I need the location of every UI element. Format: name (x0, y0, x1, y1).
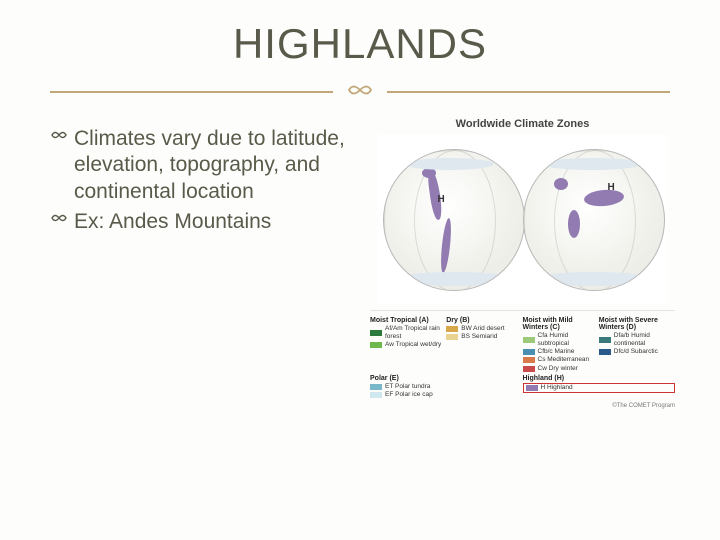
legend-swatch (599, 349, 611, 355)
legend-group-title: Moist with Mild Winters (C) (523, 317, 599, 331)
legend-item: Cfa Humid subtropical (523, 332, 599, 348)
legend-label: EF Polar ice cap (385, 391, 433, 399)
legend-swatch (526, 385, 538, 391)
legend-group-title: Polar (E) (370, 375, 523, 382)
legend-group-title: Moist Tropical (A) (370, 317, 446, 324)
map-label-h-west: H (438, 194, 445, 205)
legend-label: Dfc/d Subarctic (614, 348, 658, 356)
legend-swatch (523, 349, 535, 355)
legend-swatch (370, 342, 382, 348)
bullet-glyph-icon (50, 126, 68, 149)
legend-item: Dfa/b Humid continental (599, 332, 675, 348)
globe-west (383, 149, 525, 291)
rule-left (50, 91, 333, 93)
legend-item: Af/Am Tropical rain forest (370, 325, 446, 341)
legend: Moist Tropical (A)Af/Am Tropical rain fo… (370, 310, 675, 400)
legend-swatch (446, 326, 458, 332)
legend-label: Aw Tropical wet/dry (385, 341, 441, 349)
legend-group-title: Moist with Severe Winters (D) (599, 317, 675, 331)
bullet-item: Climates vary due to latitude, elevation… (50, 126, 350, 205)
legend-label: Dfa/b Humid continental (614, 332, 675, 348)
slide-title: HIGHLANDS (50, 20, 670, 68)
legend-item: Cw Dry winter (523, 365, 599, 373)
legend-label: Af/Am Tropical rain forest (385, 325, 446, 341)
legend-label: ET Polar tundra (385, 383, 430, 391)
bullet-list: Climates vary due to latitude, elevation… (50, 126, 370, 239)
bullet-glyph-icon (50, 209, 68, 232)
figure-title: Worldwide Climate Zones (456, 118, 590, 130)
legend-swatch (370, 392, 382, 398)
legend-item: H Highland (523, 383, 676, 393)
map-label-h-east: H (608, 182, 615, 193)
legend-label: H Highland (541, 384, 573, 392)
slide: HIGHLANDS Climates vary due to latitude,… (0, 0, 720, 540)
legend-item: Aw Tropical wet/dry (370, 341, 446, 349)
legend-label: Cfa Humid subtropical (538, 332, 599, 348)
legend-label: Cs Mediterranean (538, 356, 590, 364)
content-row: Climates vary due to latitude, elevation… (50, 126, 670, 409)
legend-group-title: Highland (H) (523, 375, 676, 382)
climate-figure: Worldwide Climate Zones (370, 118, 675, 409)
legend-label: Cfb/c Marine (538, 348, 575, 356)
legend-group: Moist Tropical (A)Af/Am Tropical rain fo… (370, 315, 446, 373)
figure-credit: ©The COMET Program (370, 403, 675, 409)
legend-swatch (523, 366, 535, 372)
bullet-text: Ex: Andes Mountains (74, 209, 271, 235)
bullet-text: Climates vary due to latitude, elevation… (74, 126, 350, 205)
globe-east (523, 149, 665, 291)
legend-label: BS Semiarid (461, 333, 497, 341)
legend-swatch (523, 337, 535, 343)
legend-swatch (446, 334, 458, 340)
legend-swatch (370, 330, 382, 336)
legend-item: BS Semiarid (446, 333, 522, 341)
legend-group: Highland (H) H Highland (523, 373, 676, 400)
legend-item: ET Polar tundra (370, 383, 523, 391)
legend-group: Moist with Mild Winters (C)Cfa Humid sub… (523, 315, 599, 373)
legend-swatch (599, 337, 611, 343)
legend-group-title: Dry (B) (446, 317, 522, 324)
legend-item: BW Arid desert (446, 325, 522, 333)
bullet-item: Ex: Andes Mountains (50, 209, 350, 235)
legend-item: Dfc/d Subarctic (599, 348, 675, 356)
legend-item: Cs Mediterranean (523, 356, 599, 364)
legend-swatch (370, 384, 382, 390)
legend-label: Cw Dry winter (538, 365, 578, 373)
legend-label: BW Arid desert (461, 325, 504, 333)
legend-group: Dry (B)BW Arid desertBS Semiarid (446, 315, 522, 373)
flourish-icon (333, 78, 387, 106)
legend-swatch (523, 357, 535, 363)
title-divider (50, 78, 670, 106)
legend-group: Polar (E)ET Polar tundraEF Polar ice cap (370, 373, 523, 400)
world-map: H H (378, 134, 668, 304)
legend-group: Moist with Severe Winters (D)Dfa/b Humid… (599, 315, 675, 373)
rule-right (387, 91, 670, 93)
legend-item: Cfb/c Marine (523, 348, 599, 356)
legend-item: EF Polar ice cap (370, 391, 523, 399)
